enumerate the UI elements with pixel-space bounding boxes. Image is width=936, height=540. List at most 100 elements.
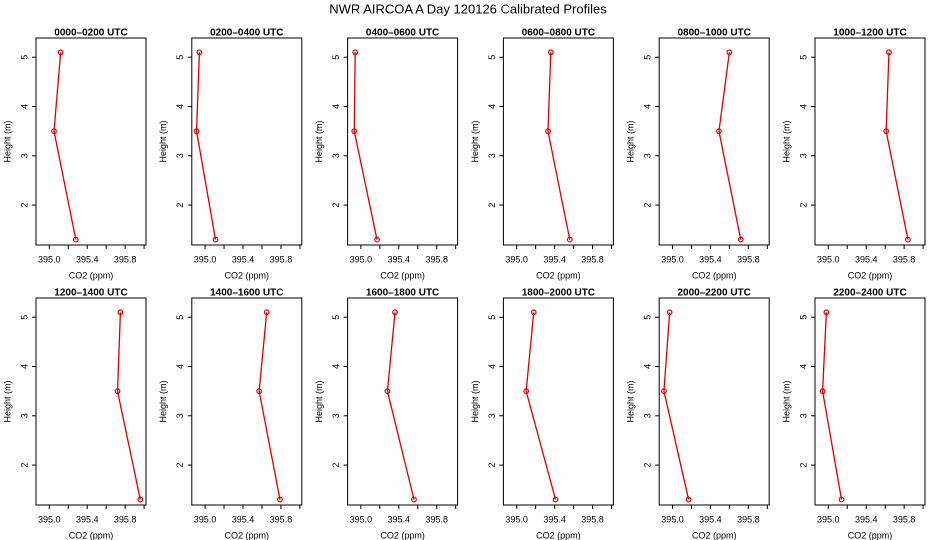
x-tick-label: 395.0 (38, 254, 61, 264)
y-tick-label: 3 (643, 413, 653, 418)
profile-point (661, 388, 667, 395)
panel-title: 1600–1800 UTC (366, 288, 439, 299)
panel-title: 0400–0600 UTC (366, 28, 439, 39)
profile-point (263, 309, 270, 316)
profile-point (838, 496, 845, 503)
y-tick-label: 3 (331, 413, 341, 418)
profile-point (547, 49, 554, 56)
profile-point (685, 496, 692, 503)
profile-line (353, 52, 378, 240)
x-tick-label: 395.0 (817, 514, 840, 524)
y-axis-label: Height (m) (781, 380, 791, 422)
profile-point (886, 49, 892, 56)
y-tick-label: 3 (19, 153, 29, 158)
profile-line (663, 312, 690, 500)
profile-point (117, 309, 124, 316)
plot-frame (35, 297, 147, 506)
profile-point (137, 496, 144, 503)
panel-title: 1000–1200 UTC (833, 28, 906, 39)
y-tick-label: 3 (487, 153, 497, 158)
x-tick-label: 395.8 (893, 254, 916, 264)
profile-point (905, 236, 911, 243)
y-tick-label: 2 (19, 463, 29, 468)
profile-point (57, 49, 64, 56)
panel-title: 1200–1400 UTC (54, 288, 127, 299)
x-axis-label: CO2 (ppm) (848, 530, 893, 540)
x-tick-label: 395.8 (425, 514, 448, 524)
x-tick-label: 395.4 (543, 514, 566, 524)
x-tick-label: 395.0 (194, 254, 217, 264)
panel-title: 1800–2000 UTC (522, 288, 595, 299)
y-tick-label: 5 (798, 55, 808, 60)
y-tick-label: 5 (487, 315, 497, 320)
plot-frame (191, 37, 303, 246)
y-tick-label: 4 (487, 364, 497, 369)
x-tick-label: 395.8 (114, 514, 137, 524)
y-tick-label: 4 (487, 104, 497, 109)
y-tick-label: 5 (19, 55, 29, 60)
profile-point (374, 236, 380, 243)
x-tick-label: 395.4 (855, 254, 878, 264)
plot-frame (502, 297, 614, 506)
x-tick-label: 395.8 (270, 254, 293, 264)
profile-point (819, 388, 826, 395)
main-title: NWR AIRCOA A Day 120126 Calibrated Profi… (329, 1, 607, 16)
profile-point (51, 128, 57, 135)
y-axis-label: Height (m) (470, 120, 480, 162)
panel-title: 0600–0800 UTC (522, 28, 595, 39)
y-tick-label: 4 (798, 364, 808, 369)
x-axis-label: CO2 (ppm) (225, 530, 270, 540)
profile-point (351, 128, 358, 135)
profile-point (530, 309, 537, 316)
y-tick-label: 5 (487, 55, 497, 60)
y-tick-label: 5 (798, 315, 808, 320)
y-tick-label: 2 (487, 463, 497, 468)
profile-point (552, 496, 559, 503)
x-tick-label: 395.4 (388, 254, 411, 264)
x-tick-label: 395.4 (699, 514, 722, 524)
y-tick-label: 3 (19, 413, 29, 418)
y-axis-label: Height (m) (314, 120, 324, 162)
y-tick-label: 2 (175, 463, 185, 468)
y-axis-label: Height (m) (781, 120, 791, 162)
y-tick-label: 3 (175, 413, 185, 418)
panel-title: 1400–1600 UTC (210, 288, 283, 299)
profile-line (547, 52, 571, 240)
y-tick-label: 5 (643, 315, 653, 320)
y-axis-label: Height (m) (470, 380, 480, 422)
y-tick-label: 3 (643, 153, 653, 158)
x-tick-label: 395.4 (232, 254, 255, 264)
profile-line (386, 312, 415, 500)
y-tick-label: 4 (643, 104, 653, 109)
x-axis-label: CO2 (ppm) (692, 270, 737, 280)
x-axis-label: CO2 (ppm) (69, 530, 114, 540)
plot-frame (658, 37, 770, 246)
x-tick-label: 395.0 (350, 514, 373, 524)
y-tick-label: 2 (331, 203, 341, 208)
x-tick-label: 395.0 (350, 254, 373, 264)
panel-title: 0200–0400 UTC (210, 28, 283, 39)
y-tick-label: 5 (175, 315, 185, 320)
x-tick-label: 395.8 (581, 514, 604, 524)
x-axis-label: CO2 (ppm) (536, 270, 581, 280)
y-tick-label: 2 (175, 203, 185, 208)
profile-point (566, 236, 573, 243)
y-tick-label: 2 (643, 203, 653, 208)
x-tick-label: 395.4 (76, 254, 99, 264)
plot-frame (502, 37, 614, 246)
profile-line (116, 312, 141, 500)
y-tick-label: 2 (19, 203, 29, 208)
y-tick-label: 3 (331, 153, 341, 158)
x-tick-label: 395.8 (114, 254, 137, 264)
y-tick-label: 4 (19, 364, 29, 369)
profile-line (885, 52, 909, 240)
y-axis-label: Height (m) (626, 120, 636, 162)
y-tick-label: 4 (19, 104, 29, 109)
profile-point (726, 49, 733, 56)
x-tick-label: 395.4 (699, 254, 722, 264)
y-axis-label: Height (m) (158, 380, 168, 422)
y-tick-label: 4 (175, 104, 185, 109)
y-tick-label: 4 (331, 364, 341, 369)
profile-line (718, 52, 742, 240)
profile-line (258, 312, 281, 500)
